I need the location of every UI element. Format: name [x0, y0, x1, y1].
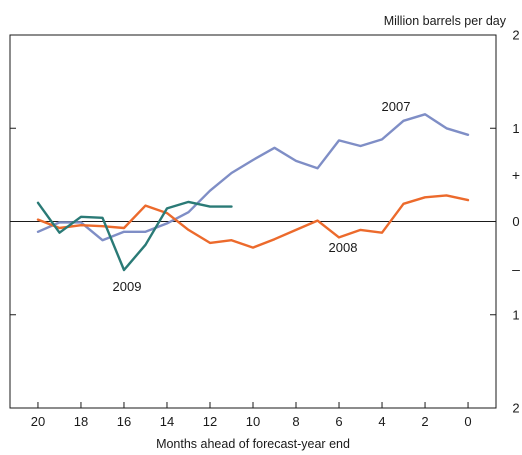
y-tick-label: 2 [512, 401, 519, 416]
y-tick-label: 0 [512, 214, 519, 229]
x-tick-label: 12 [203, 414, 217, 429]
y-axis-unit-label: Million barrels per day [384, 14, 507, 28]
x-tick-label: 6 [335, 414, 342, 429]
plus-sign: + [512, 167, 520, 183]
minus-sign: – [512, 261, 520, 277]
series-label-2009: 2009 [113, 279, 142, 294]
y-tick-label: 2 [512, 28, 519, 43]
y-tick-label: 1 [512, 121, 519, 136]
series-line-2009 [36, 200, 233, 272]
x-tick-label: 16 [117, 414, 131, 429]
x-tick-label: 18 [74, 414, 88, 429]
x-tick-label: 20 [31, 414, 45, 429]
x-tick-label: 8 [292, 414, 299, 429]
x-tick-label: 4 [378, 414, 385, 429]
series-layer [36, 113, 470, 272]
x-tick-label: 2 [421, 414, 428, 429]
x-tick-label: 14 [160, 414, 174, 429]
x-axis-label: Months ahead of forecast-year end [156, 437, 350, 451]
series-label-2007: 2007 [382, 99, 411, 114]
y-tick-label: 1 [512, 307, 519, 322]
x-tick-label: 10 [246, 414, 260, 429]
series-line-2008 [36, 194, 470, 249]
series-label-2008: 2008 [329, 240, 358, 255]
x-tick-label: 0 [464, 414, 471, 429]
